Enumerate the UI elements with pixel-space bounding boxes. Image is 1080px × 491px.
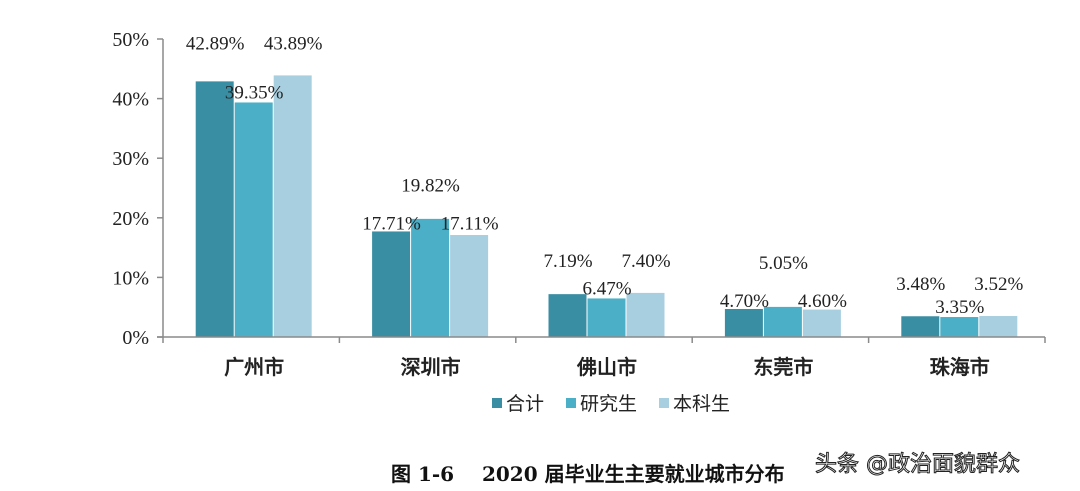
bar-value-label: 6.47% — [582, 278, 631, 299]
bar-value-label: 42.89% — [186, 33, 245, 54]
bar — [802, 309, 841, 337]
bar — [273, 75, 312, 338]
y-tick-label: 10% — [112, 267, 149, 289]
bar — [587, 298, 626, 337]
y-axis: 0% 10% 20% 30% 40% 50% — [112, 29, 164, 349]
y-tick-label: 20% — [112, 208, 149, 230]
legend-swatch-undergraduate — [659, 397, 670, 408]
legend-label-undergraduate: 本科生 — [673, 393, 731, 415]
bar-group: 42.89% 39.35% 43.89% — [186, 33, 323, 338]
bar-value-label: 3.52% — [974, 274, 1023, 295]
bar — [763, 306, 802, 337]
bar-group: 3.48%3.35%3.52% — [896, 274, 1024, 337]
bar-value-label: 5.05% — [759, 253, 808, 274]
x-category-label: 广州市 — [224, 355, 284, 379]
bar — [548, 294, 587, 337]
y-tick-label: 0% — [122, 327, 149, 349]
bar-group: 7.19% 6.47% 7.40% — [543, 251, 671, 337]
bar-value-label: 3.48% — [896, 274, 945, 295]
bar-value-label: 7.40% — [621, 251, 670, 272]
bar — [626, 292, 665, 337]
legend-item-total: 合计 — [492, 389, 544, 416]
bar-value-label: 17.11% — [441, 213, 499, 234]
bar — [372, 231, 411, 337]
y-tick-label: 50% — [112, 29, 149, 51]
x-category-label: 珠海市 — [930, 355, 990, 379]
bar — [411, 218, 450, 337]
legend-swatch-graduate — [566, 397, 577, 408]
y-tick-label: 30% — [112, 148, 149, 170]
bar — [195, 81, 234, 337]
chart-legend: 合计 研究生 本科生 — [492, 389, 730, 416]
bar — [901, 316, 940, 337]
bar-value-label: 43.89% — [264, 33, 323, 54]
y-tick-label: 40% — [112, 89, 149, 111]
bar — [724, 308, 763, 337]
bar-value-label: 3.35% — [935, 297, 984, 318]
legend-label-graduate: 研究生 — [580, 393, 638, 415]
bar-value-label: 7.19% — [543, 251, 592, 272]
bar-group: 4.70% 5.05% 4.60% — [720, 253, 847, 337]
bar — [234, 102, 273, 337]
bar — [450, 235, 489, 337]
x-category-label: 东莞市 — [753, 355, 813, 379]
bar-group: 17.71% 19.82% 17.11% — [362, 175, 499, 337]
bar-value-label: 17.71% — [362, 213, 421, 234]
watermark: 头条 @政治面貌群众 — [815, 452, 1021, 478]
legend-swatch-total — [492, 397, 502, 408]
x-category-label: 佛山市 — [576, 355, 637, 379]
bar — [940, 317, 979, 337]
bar-groups: 42.89% 39.35% 43.89% 17.71% 19.82% 17.11% 7.19… — [186, 33, 1024, 338]
bar-value-label: 19.82% — [401, 175, 460, 196]
bar-value-label: 4.60% — [798, 291, 847, 312]
x-category-label: 深圳市 — [401, 355, 461, 379]
bar-value-label: 39.35% — [225, 82, 284, 103]
legend-item-undergraduate: 本科生 — [659, 389, 730, 416]
figure-caption: 图 1-6 2020 届毕业生主要就业城市分布 — [391, 462, 785, 486]
x-axis: 广州市 深圳市 佛山市 东莞市 珠海市 — [157, 336, 1046, 379]
legend-item-graduate: 研究生 — [566, 389, 637, 416]
bar-value-label: 4.70% — [720, 291, 769, 312]
bar — [979, 316, 1018, 337]
legend-label-total: 合计 — [506, 393, 545, 415]
